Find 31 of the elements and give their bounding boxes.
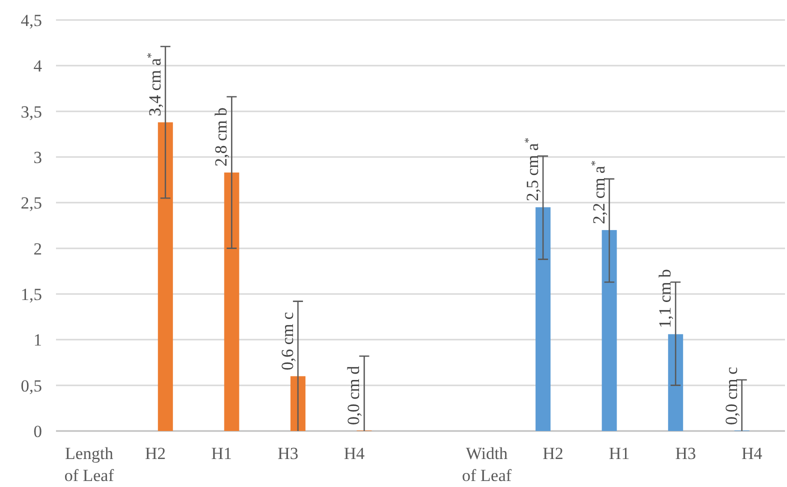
bar bbox=[158, 122, 173, 431]
x-tick-label: H1 bbox=[211, 444, 232, 463]
bar bbox=[536, 207, 551, 431]
bar bbox=[602, 230, 617, 431]
x-tick-label: H4 bbox=[741, 444, 763, 463]
bar bbox=[668, 334, 684, 431]
y-tick-label: 4 bbox=[34, 56, 42, 76]
bar bbox=[290, 376, 306, 431]
data-label: 1,1 cm b bbox=[656, 269, 675, 328]
x-tick-label: H3 bbox=[675, 444, 696, 463]
y-tick-label: 1 bbox=[34, 330, 42, 350]
y-tick-label: 4,5 bbox=[20, 10, 42, 30]
bar bbox=[224, 172, 240, 431]
data-label: 0,6 cm c bbox=[278, 312, 297, 370]
y-tick-label: 2,5 bbox=[20, 194, 42, 213]
y-tick-label: 3 bbox=[34, 148, 42, 167]
data-label: 0,0 cm c bbox=[722, 366, 741, 425]
x-tick-label: H2 bbox=[542, 444, 564, 463]
y-tick-label: 2 bbox=[34, 239, 42, 258]
data-label: 2,8 cm b bbox=[212, 107, 231, 167]
x-tick-label: H1 bbox=[608, 444, 630, 463]
y-tick-label: 0,5 bbox=[20, 376, 42, 396]
data-label: 0,0 cm d bbox=[344, 365, 364, 425]
y-tick-label: 1,5 bbox=[20, 284, 42, 304]
x-tick-label: H3 bbox=[278, 444, 298, 463]
x-tick-label: H2 bbox=[145, 444, 166, 463]
y-tick-label: 0 bbox=[34, 422, 42, 441]
x-tick-label: Width of Leaf bbox=[462, 444, 512, 485]
x-tick-label: Length of Leaf bbox=[64, 444, 114, 485]
x-tick-label: H4 bbox=[344, 444, 366, 463]
y-tick-label: 3,5 bbox=[20, 102, 42, 122]
